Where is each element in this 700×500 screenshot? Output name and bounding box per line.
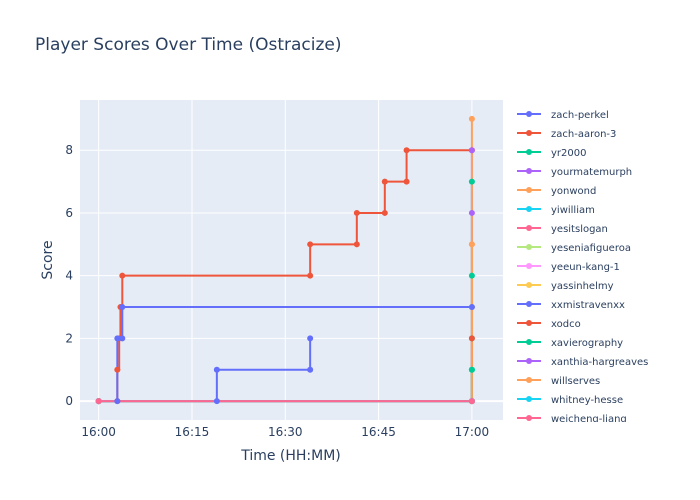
x-tick-label: 16:45 [361,425,396,439]
data-point-xxmistravenxx [468,304,475,311]
data-point-yonwond [468,115,475,122]
x-axis-ticks: 16:00 16:15 16:30 16:45 17:00 [81,425,489,439]
data-point-zach-aaron-3 [403,147,410,154]
legend-swatch-marker [526,206,532,212]
legend-label: yesitslogan [551,224,608,235]
plot-area [80,100,503,420]
legend-item[interactable]: weicheng-liang [517,414,627,425]
legend-label: yonwond [551,186,596,197]
x-axis-title: Time (HH:MM) [240,448,341,464]
legend-label: willserves [551,376,600,387]
data-point-zach-perkel [307,335,314,342]
legend-label: xavierography [551,338,623,349]
legend-swatch-marker [526,301,532,307]
legend-swatch-marker [526,377,532,383]
data-point-weicheng-liang [95,398,102,405]
data-point-yourmatemurph [468,209,475,216]
series-markers [95,115,475,405]
legend-swatch-marker [526,225,532,231]
data-point-zach-perkel [213,366,220,373]
legend-swatch-marker [526,244,532,250]
legend-swatch-marker [526,130,532,136]
y-tick-label: 6 [65,206,73,220]
data-point-zach-perkel [307,366,314,373]
data-point-xxmistravenxx [119,335,126,342]
x-tick-label: 16:00 [81,425,116,439]
legend-swatch-marker [526,149,532,155]
legend-item[interactable]: whitney-hesse [517,395,623,406]
legend-label: zach-perkel [551,110,609,121]
legend-label: xanthia-hargreaves [551,357,648,368]
legend-swatch-marker [526,187,532,193]
legend-item[interactable]: yeeun-kang-1 [517,262,620,273]
y-axis-ticks: 0 2 4 6 8 [65,143,73,408]
legend-swatch-marker [526,168,532,174]
legend-item[interactable]: zach-aaron-3 [517,129,616,140]
legend-item[interactable]: zach-perkel [517,110,609,121]
data-point-zach-aaron-3 [353,209,360,216]
legend-swatch-marker [526,396,532,402]
legend-label: yeeun-kang-1 [551,262,620,273]
legend-swatch-marker [526,320,532,326]
data-point-zach-aaron-3 [381,209,388,216]
legend-swatch-marker [526,282,532,288]
y-tick-label: 8 [65,143,73,157]
y-axis-title: Score [40,240,56,279]
legend-item[interactable]: xavierography [517,338,623,349]
legend-label: whitney-hesse [551,395,623,406]
data-point-weicheng-liang [468,398,475,405]
legend-item[interactable]: xxmistravenxx [517,300,625,311]
legend-item[interactable]: xodco [517,319,581,330]
data-point-zach-aaron-3 [403,178,410,185]
legend-swatch-marker [526,339,532,345]
data-point-xodco [468,335,475,342]
data-point-zach-aaron-3 [119,272,126,279]
legend-item[interactable]: yiwilliam [517,205,595,216]
legend-swatch-marker [526,263,532,269]
legend-swatch-marker [526,111,532,117]
legend-item[interactable]: yr2000 [517,148,586,159]
data-point-yr2000 [468,272,475,279]
data-point-zach-aaron-3 [353,241,360,248]
data-point-zach-perkel [213,398,220,405]
data-point-xxmistravenxx [119,304,126,311]
legend-label: yr2000 [551,148,586,159]
y-tick-label: 4 [65,269,73,283]
x-tick-label: 16:15 [175,425,210,439]
data-point-zach-aaron-3 [114,366,121,373]
legend-item[interactable]: yourmatemurph [517,167,632,178]
legend-label: yourmatemurph [551,167,632,178]
data-point-zach-aaron-3 [307,241,314,248]
legend-label: yeseniafigueroa [551,243,631,254]
legend-swatch-marker [526,415,532,421]
y-tick-label: 0 [65,394,73,408]
legend-item[interactable]: xanthia-hargreaves [517,357,648,368]
legend-label: yiwilliam [551,205,595,216]
data-point-willserves [468,241,475,248]
legend-label: xxmistravenxx [551,300,625,311]
legend-label: zach-aaron-3 [551,129,616,140]
x-tick-label: 16:30 [268,425,303,439]
y-tick-label: 2 [65,331,73,345]
legend-label: yassinhelmy [551,281,614,292]
data-point-xxmistravenxx [114,398,121,405]
data-point-yourmatemurph [468,147,475,154]
data-point-zach-aaron-3 [381,178,388,185]
legend-swatch-marker [526,358,532,364]
data-point-yr2000 [468,178,475,185]
data-point-xavierography [468,366,475,373]
data-point-zach-aaron-3 [307,272,314,279]
data-point-xxmistravenxx [114,335,121,342]
legend-item[interactable]: yassinhelmy [517,281,614,292]
x-tick-label: 17:00 [455,425,490,439]
legend-item[interactable]: willserves [517,376,600,387]
legend-label: weicheng-liang [551,414,627,425]
legend: zach-perkel zach-aaron-3 yr2000 yourmatemur… [517,110,648,425]
legend-item[interactable]: yeseniafigueroa [517,243,631,254]
legend-item[interactable]: yonwond [517,186,596,197]
legend-item[interactable]: yesitslogan [517,224,608,235]
legend-label: xodco [551,319,581,330]
chart-title: Player Scores Over Time (Ostracize) [35,35,342,55]
